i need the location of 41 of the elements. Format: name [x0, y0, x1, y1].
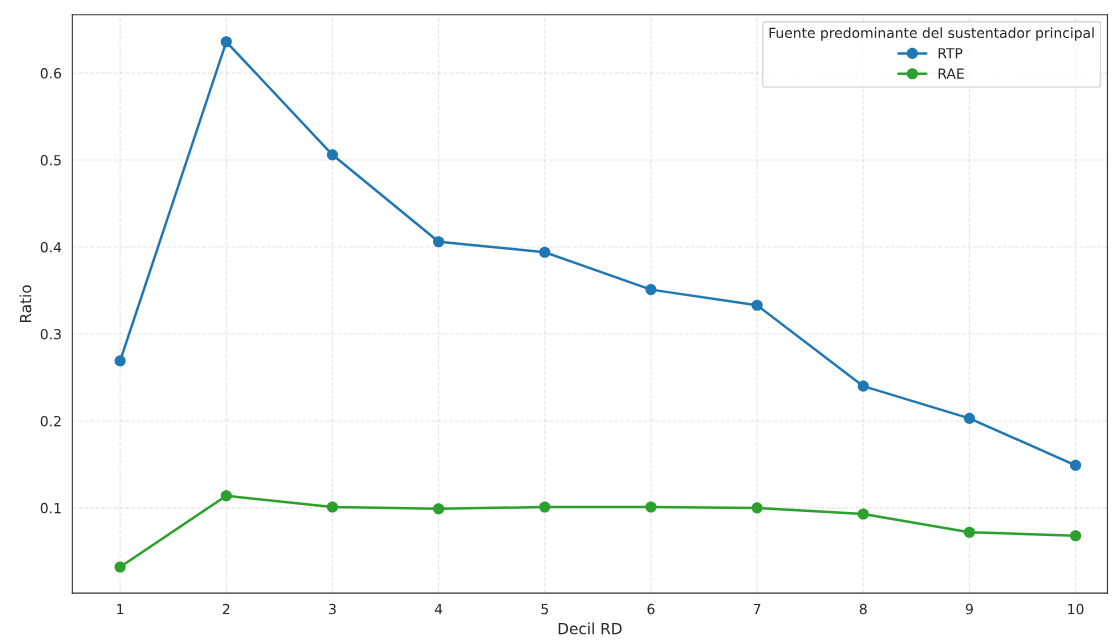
point	[433, 236, 445, 248]
y-tick-label: 0.4	[40, 241, 62, 253]
point	[539, 246, 551, 258]
x-tick-label: 1	[117, 603, 124, 615]
point	[645, 284, 657, 296]
point	[857, 508, 869, 520]
legend-label: RTP	[938, 48, 963, 59]
point	[963, 526, 975, 538]
legend-title: Fuente predominante del sustentador principal	[769, 27, 1094, 41]
x-tick-label: 5	[541, 603, 548, 615]
y-tick-label: 0.6	[40, 68, 62, 79]
point	[1070, 530, 1082, 542]
x-tick-label: 3	[329, 603, 336, 615]
y-tick-label: 0.2	[40, 415, 61, 427]
point	[433, 503, 445, 515]
point	[114, 561, 126, 573]
point	[326, 149, 338, 161]
x-tick-label: 6	[647, 603, 655, 615]
x-tick-label: 7	[753, 603, 761, 615]
y-axis-title: Ratio	[19, 285, 32, 323]
point	[963, 412, 975, 424]
x-tick-label: 8	[859, 603, 867, 615]
point	[539, 501, 551, 513]
point	[645, 501, 657, 513]
y-tick-label: 0.5	[40, 155, 61, 166]
point	[326, 501, 338, 513]
point	[220, 36, 232, 48]
point	[220, 490, 232, 502]
legend-label: RAE	[938, 68, 964, 79]
x-axis-title: Decil RD	[558, 622, 622, 635]
y-tick-label: 0.3	[40, 328, 61, 340]
x-tick-label: 10	[1068, 603, 1084, 615]
x-tick-label: 4	[434, 603, 443, 615]
point	[114, 355, 126, 367]
x-tick-label: 2	[222, 603, 230, 615]
y-tick-label: 0.1	[40, 502, 61, 514]
point	[857, 380, 869, 392]
point	[1070, 459, 1082, 471]
point	[751, 502, 763, 514]
x-tick-label: 9	[965, 603, 973, 615]
point	[751, 299, 763, 311]
